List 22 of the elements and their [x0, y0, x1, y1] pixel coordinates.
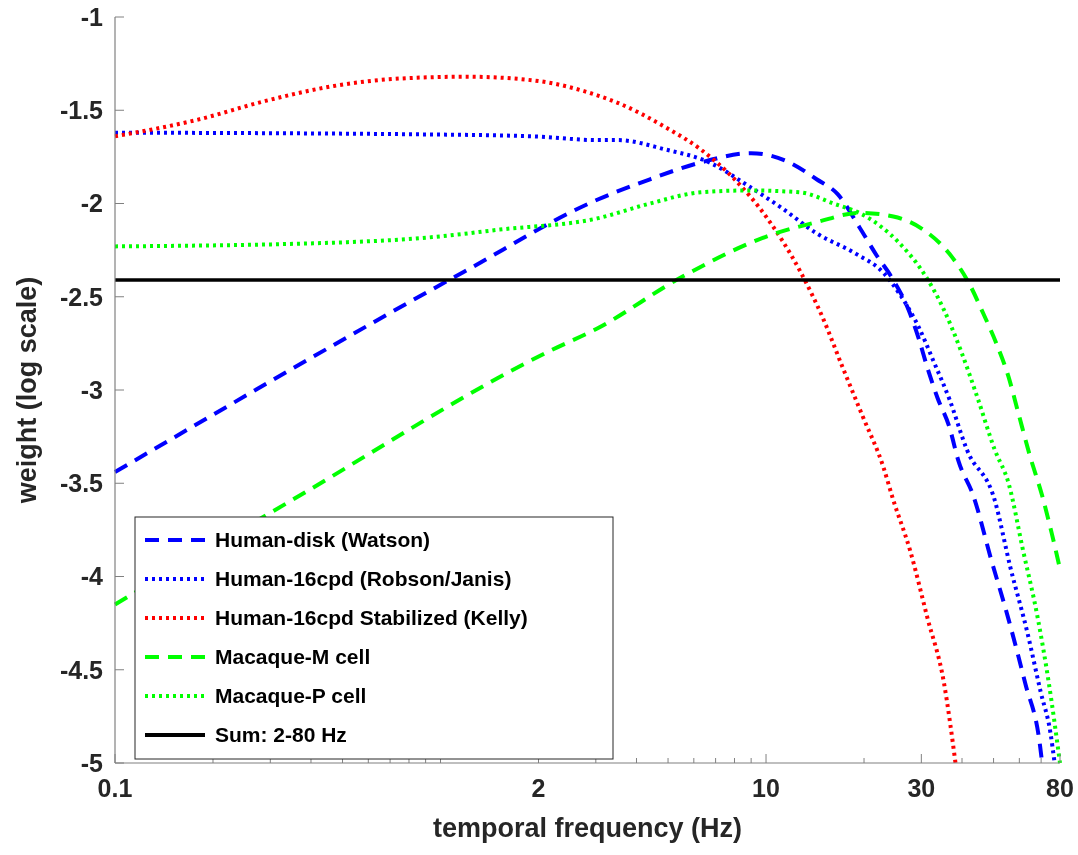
legend-label: Macaque-M cell — [215, 645, 371, 669]
y-tick-label: -1 — [80, 2, 104, 31]
x-axis-title: temporal frequency (Hz) — [432, 813, 743, 843]
legend-label: Human-disk (Watson) — [215, 528, 431, 552]
legend-label: Sum: 2-80 Hz — [215, 723, 347, 747]
legend-label: Human-16cpd Stabilized (Kelly) — [215, 606, 528, 630]
y-tick-label: -3 — [80, 375, 103, 404]
y-tick-label: -3.5 — [59, 469, 104, 497]
x-tick-label: 30 — [907, 774, 936, 802]
y-tick-label: -4 — [80, 562, 104, 591]
legend-label: Human-16cpd (Robson/Janis) — [215, 567, 512, 591]
y-tick-label: -1.5 — [59, 96, 104, 124]
x-tick-label: 2 — [531, 774, 546, 802]
y-tick-label: -2 — [80, 189, 103, 218]
y-tick-label: -4.5 — [59, 655, 104, 684]
x-tick-label: 10 — [752, 774, 780, 802]
y-tick-label: -2.5 — [59, 282, 104, 311]
legend-label: Macaque-P cell — [215, 684, 367, 708]
x-tick-label: 0.1 — [97, 774, 133, 802]
x-tick-label: 80 — [1046, 774, 1074, 802]
y-axis-title: weight (log scale) — [12, 276, 42, 505]
y-tick-label: -5 — [80, 748, 104, 777]
